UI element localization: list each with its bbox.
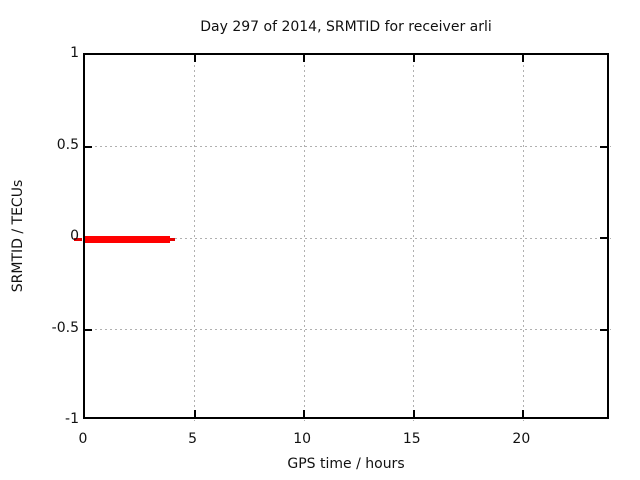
x-tick-label: 0: [78, 431, 88, 447]
x-tick-label: 5: [188, 431, 198, 447]
tick-bottom-x-20: [522, 410, 525, 417]
tick-left-y-0.5: [85, 145, 92, 148]
tick-top-x-10: [303, 55, 306, 62]
tick-right-y-0.5: [600, 145, 607, 148]
y-tick-label: -1: [65, 411, 79, 427]
tick-bottom-x-5: [193, 410, 196, 417]
tick-top-x-15: [412, 55, 415, 62]
x-tick-label: 20: [512, 431, 531, 447]
x-axis-label: GPS time / hours: [287, 456, 405, 472]
plot-area: [73, 53, 611, 421]
tick-right-y--0.5: [600, 328, 607, 331]
tick-top-x-20: [522, 55, 525, 62]
y-tick-label: -0.5: [51, 319, 79, 336]
x-tick-label: 10: [293, 431, 312, 447]
series-line: [85, 235, 171, 243]
y-tick-label: 0.5: [56, 136, 79, 153]
series-end-tip: [170, 237, 176, 241]
gridline-y-0: [85, 237, 611, 239]
gridline-y--0.5: [85, 329, 611, 330]
x-tick-label: 15: [402, 431, 421, 447]
gridline-y-0.5: [85, 146, 611, 147]
tick-bottom-x-10: [303, 410, 306, 417]
tick-top-x-5: [193, 55, 196, 62]
tick-left-y--0.5: [85, 328, 92, 331]
y-tick-label: 0: [70, 228, 79, 244]
tick-right-y-0: [600, 237, 607, 239]
y-tick-label: 1: [70, 45, 79, 61]
series-leadin-dash: [73, 237, 82, 241]
tick-bottom-x-15: [412, 410, 415, 417]
chart-title: Day 297 of 2014, SRMTID for receiver arl…: [200, 19, 492, 35]
